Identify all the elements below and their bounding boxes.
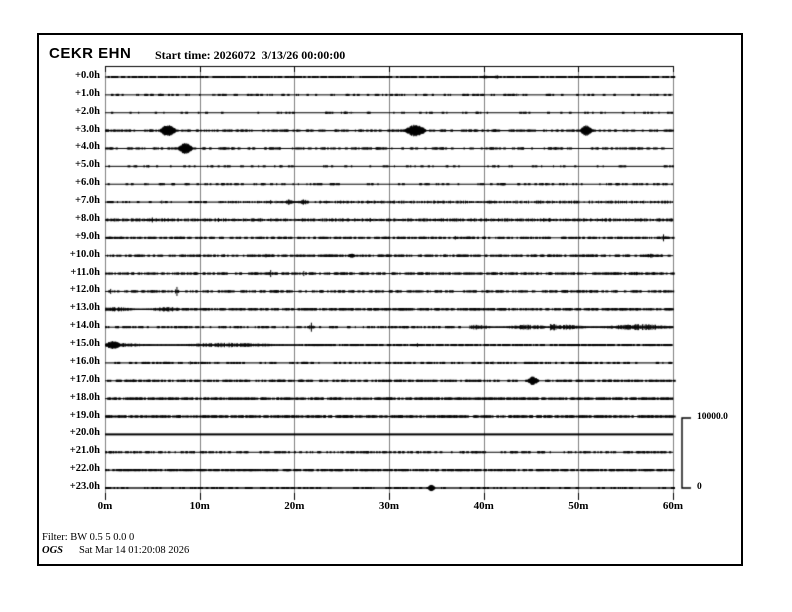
hour-label: +1.0h (75, 87, 100, 99)
figure-border (37, 33, 743, 566)
hour-label: +3.0h (75, 123, 100, 135)
hour-label: +16.0h (69, 355, 100, 367)
hour-label: +6.0h (75, 177, 100, 189)
render-timestamp: Sat Mar 14 01:20:08 2026 (79, 545, 190, 556)
hour-label: +22.0h (69, 463, 100, 475)
minute-label: 0m (97, 500, 113, 512)
hour-label: +15.0h (69, 338, 100, 350)
hour-label: +11.0h (70, 266, 100, 278)
filter-label: Filter: BW 0.5 5 0.0 0 (42, 532, 135, 543)
hour-label: +18.0h (69, 391, 100, 403)
hour-label: +9.0h (75, 230, 100, 242)
hour-label: +7.0h (75, 195, 100, 207)
hour-label: +17.0h (69, 373, 100, 385)
hour-label: +12.0h (69, 284, 100, 296)
hour-label: +20.0h (69, 427, 100, 439)
start-time-label: Start time: 2026072 3/13/26 00:00:00 (155, 48, 346, 62)
hour-label: +2.0h (75, 105, 100, 117)
minute-label: 40m (473, 500, 494, 512)
minute-label: 50m (568, 500, 589, 512)
station-title: CEKR EHN (49, 45, 132, 62)
minute-label: 30m (378, 500, 400, 512)
hour-label: +5.0h (75, 159, 100, 171)
agency-label: OGS (42, 545, 64, 556)
scale-bar-max-label: 10000.0 (697, 412, 728, 422)
hour-label: +23.0h (69, 481, 100, 492)
minute-label: 10m (189, 500, 210, 512)
hour-label: +8.0h (75, 212, 100, 224)
footer-credit-line: OGS Sat Mar 14 01:20:08 2026 (42, 545, 189, 556)
hour-label: +13.0h (69, 302, 100, 314)
scale-bar-min-label: 0 (697, 482, 702, 492)
hour-label: +10.0h (69, 248, 100, 260)
hour-label: +19.0h (69, 409, 100, 421)
hour-label: +21.0h (69, 445, 100, 457)
minute-label: 60m (662, 500, 684, 512)
minute-label: 20m (284, 500, 305, 512)
hour-label: +4.0h (75, 141, 100, 153)
hour-label: +0.0h (75, 70, 100, 81)
hour-label: +14.0h (69, 320, 100, 332)
